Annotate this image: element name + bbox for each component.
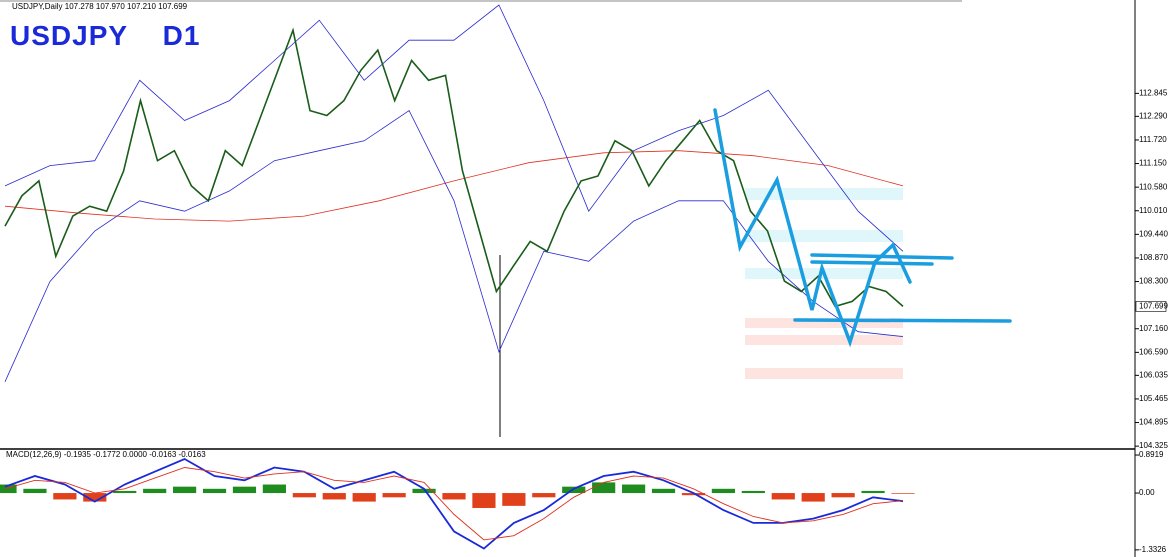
y-tick-label: 104.325 bbox=[1139, 441, 1168, 450]
histogram-bar bbox=[532, 493, 556, 498]
zone bbox=[745, 230, 903, 242]
y-tick-label: 107.160 bbox=[1139, 324, 1168, 333]
series-line bbox=[4, 150, 904, 222]
y-tick-label: 109.440 bbox=[1139, 229, 1168, 238]
y-tick-label: 110.010 bbox=[1139, 206, 1168, 215]
series-layer bbox=[0, 4, 915, 550]
y-tick-label: 110.580 bbox=[1139, 182, 1168, 191]
macd-title: MACD(12,26,9) -0.1935 -0.1772 0.0000 -0.… bbox=[6, 450, 206, 459]
histogram-bar bbox=[292, 493, 316, 498]
histogram-bar bbox=[83, 493, 107, 502]
histogram-bar bbox=[262, 484, 286, 494]
histogram-bar bbox=[352, 493, 376, 502]
histogram-bar bbox=[232, 486, 257, 494]
y-tick-label: 0.8919 bbox=[1139, 450, 1164, 459]
y-tick-label: 111.720 bbox=[1139, 135, 1167, 144]
wave-drawing bbox=[713, 108, 912, 348]
zone bbox=[745, 368, 903, 379]
y-tick-label: 111.150 bbox=[1139, 159, 1167, 168]
histogram-bar bbox=[711, 488, 735, 494]
last-price-tag bbox=[1135, 301, 1167, 312]
histogram-bar bbox=[681, 493, 706, 496]
series-line bbox=[4, 27, 904, 308]
y-tick-label: 108.870 bbox=[1139, 253, 1168, 262]
y-tick-label: 108.300 bbox=[1139, 277, 1168, 286]
trend-line bbox=[810, 260, 934, 266]
histogram-bar bbox=[622, 484, 646, 494]
histogram-bar bbox=[472, 493, 496, 508]
histogram-bar bbox=[322, 493, 346, 500]
histogram-bar bbox=[113, 490, 137, 494]
y-tick-label: 104.895 bbox=[1139, 418, 1168, 427]
series-line bbox=[4, 110, 904, 382]
series-line bbox=[4, 457, 904, 550]
histogram-bar bbox=[861, 490, 885, 494]
drawings bbox=[713, 108, 1012, 348]
histogram-bar bbox=[0, 484, 17, 494]
y-tick-label: 106.590 bbox=[1139, 347, 1168, 356]
histogram-bar bbox=[502, 493, 526, 506]
zone bbox=[745, 318, 903, 328]
zones bbox=[745, 188, 903, 379]
histogram-bar bbox=[831, 493, 855, 498]
zone bbox=[745, 335, 903, 345]
series-line bbox=[4, 4, 904, 252]
y-tick-label: 106.035 bbox=[1139, 370, 1168, 379]
histogram-bar bbox=[143, 488, 167, 494]
histogram-bar bbox=[412, 488, 436, 494]
chart-title: USDJPY D1 bbox=[10, 20, 201, 51]
histogram-bar bbox=[23, 488, 47, 494]
zone bbox=[745, 188, 903, 200]
histogram-bar bbox=[771, 493, 795, 500]
histogram-bar bbox=[592, 482, 616, 494]
y-tick-label: 105.465 bbox=[1139, 394, 1168, 403]
trend-line bbox=[810, 253, 954, 260]
y-tick-label: 112.290 bbox=[1139, 111, 1168, 120]
histogram-bar bbox=[173, 486, 197, 494]
series-line bbox=[4, 467, 904, 541]
histogram-bar bbox=[382, 493, 406, 498]
y-tick-label: 112.845 bbox=[1139, 88, 1168, 97]
histogram-bar bbox=[442, 493, 466, 500]
histogram-bar bbox=[891, 493, 915, 494]
y-tick-label: 0.00 bbox=[1139, 488, 1155, 497]
histogram-bar bbox=[53, 493, 77, 500]
support-line bbox=[793, 318, 1012, 323]
histogram-bar bbox=[651, 488, 676, 494]
y-tick-label: -1.3326 bbox=[1139, 545, 1167, 554]
chart-subtitle: USDJPY,Daily 107.278 107.970 107.210 107… bbox=[12, 2, 188, 11]
last-price-label: 107.699 bbox=[1139, 302, 1168, 311]
histogram-bar bbox=[202, 488, 227, 494]
histogram-bar bbox=[801, 493, 825, 502]
histogram-bar bbox=[741, 490, 765, 494]
